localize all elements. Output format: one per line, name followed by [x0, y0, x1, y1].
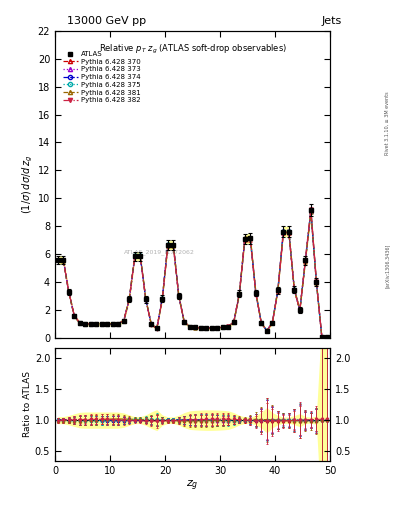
Text: ATLAS_2019_I1772062: ATLAS_2019_I1772062	[124, 249, 195, 255]
Y-axis label: $(1/\sigma)\,d\sigma/d\,z_g$: $(1/\sigma)\,d\sigma/d\,z_g$	[20, 155, 35, 214]
Text: Jets: Jets	[321, 16, 342, 27]
Text: 13000 GeV pp: 13000 GeV pp	[67, 16, 146, 27]
X-axis label: $z_g$: $z_g$	[186, 478, 199, 493]
Y-axis label: Ratio to ATLAS: Ratio to ATLAS	[23, 372, 32, 437]
Text: Relative $p_T$ $z_g$ (ATLAS soft-drop observables): Relative $p_T$ $z_g$ (ATLAS soft-drop ob…	[99, 43, 286, 56]
Text: [arXiv:1306.3436]: [arXiv:1306.3436]	[385, 244, 389, 288]
Legend: ATLAS, Pythia 6.428 370, Pythia 6.428 373, Pythia 6.428 374, Pythia 6.428 375, P: ATLAS, Pythia 6.428 370, Pythia 6.428 37…	[61, 50, 142, 105]
Text: Rivet 3.1.10, ≥ 3M events: Rivet 3.1.10, ≥ 3M events	[385, 91, 389, 155]
